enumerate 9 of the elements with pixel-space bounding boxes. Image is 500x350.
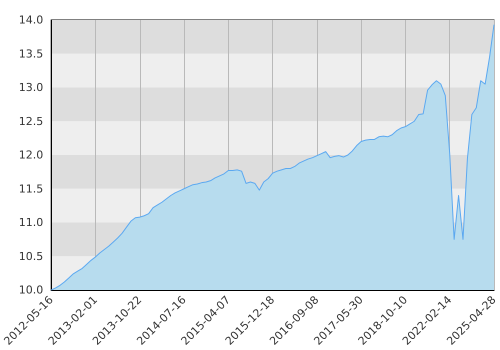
y-tick-label: 14.0 bbox=[18, 14, 44, 26]
y-tick-label: 11.0 bbox=[18, 216, 44, 229]
y-tick-label: 10.5 bbox=[18, 250, 44, 263]
y-tick-label: 13.5 bbox=[18, 47, 44, 60]
y-tick-label: 13.0 bbox=[18, 81, 44, 94]
y-tick-label: 12.0 bbox=[18, 148, 44, 162]
y-tick-label: 10.0 bbox=[18, 284, 44, 296]
y-tick-label: 11.5 bbox=[18, 182, 44, 196]
y-tick-label: 12.5 bbox=[18, 114, 44, 128]
